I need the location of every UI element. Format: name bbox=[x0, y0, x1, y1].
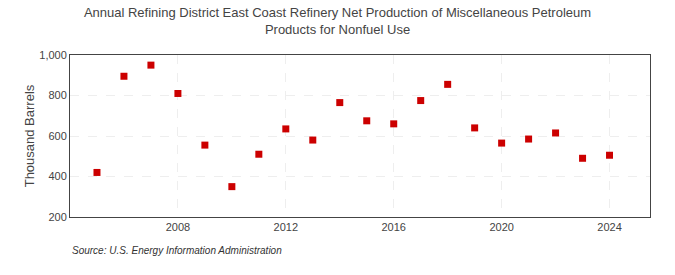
svg-text:Thousand Barrels: Thousand Barrels bbox=[22, 84, 37, 187]
svg-text:400: 400 bbox=[48, 170, 66, 182]
svg-text:2008: 2008 bbox=[166, 221, 190, 233]
svg-text:2016: 2016 bbox=[381, 221, 405, 233]
svg-text:Annual Refining District East: Annual Refining District East Coast Refi… bbox=[84, 5, 591, 37]
svg-text:600: 600 bbox=[48, 130, 66, 142]
svg-text:800: 800 bbox=[48, 89, 66, 101]
svg-text:200: 200 bbox=[48, 211, 66, 223]
svg-text:2020: 2020 bbox=[489, 221, 513, 233]
svg-text:2012: 2012 bbox=[274, 221, 298, 233]
svg-text:Source: U.S. Energy Informatio: Source: U.S. Energy Information Administ… bbox=[72, 245, 282, 256]
svg-text:2024: 2024 bbox=[597, 221, 621, 233]
svg-text:1,000: 1,000 bbox=[39, 49, 67, 61]
